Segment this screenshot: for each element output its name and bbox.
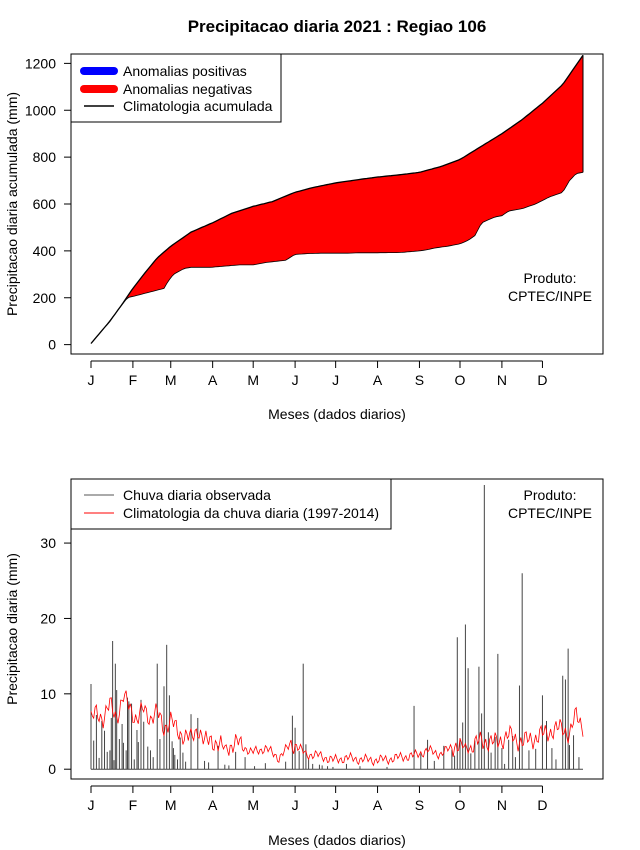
y-tick-label: 600 [33,196,57,212]
y-tick-label: 30 [40,535,56,551]
y-tick-label: 0 [48,761,56,777]
x-tick-label: N [497,797,507,813]
x-tick-label: A [373,372,383,388]
x-tick-label: M [165,372,177,388]
x-tick-label: S [415,797,424,813]
x-tick-label: O [455,797,466,813]
x-tick-label: J [88,797,95,813]
y-tick-label: 0 [48,337,56,353]
x-tick-label: N [497,372,507,388]
y-axis-daily: 0 10 20 30 [40,535,72,777]
product-note-line2-daily: CPTEC/INPE [508,505,592,521]
y-axis-cumulative: 0 200 400 600 800 1000 1200 [25,55,72,353]
daily-bars-group [90,485,583,770]
product-note-line2-cumulative: CPTEC/INPE [508,288,592,304]
daily-panel: 0 10 20 30 J F M A M J J A S O N D Meses (dados diario… [4,478,604,848]
x-tick-label: F [129,372,138,388]
product-note-line1-daily: Produto: [524,487,577,503]
x-tick-label: D [537,372,547,388]
x-tick-label: D [537,797,547,813]
y-tick-label: 20 [40,610,56,626]
x-tick-label: M [247,372,259,388]
x-tick-label: A [373,797,383,813]
x-tick-label: J [292,797,299,813]
climatology-cumulative-line [90,54,584,344]
x-tick-label: F [129,797,138,813]
x-tick-label: J [332,372,339,388]
x-axis-label-cumulative: Meses (dados diarios) [268,406,406,422]
y-tick-label: 1200 [25,55,56,71]
y-axis-label-cumulative: Precipitacao diaria acumulada (mm) [4,92,20,316]
y-tick-label: 10 [40,686,56,702]
daily-climatology-line [90,690,584,767]
product-note-line1-cumulative: Produto: [524,270,577,286]
x-tick-label: S [415,372,424,388]
legend-label-climatology: Climatologia acumulada [123,98,273,114]
x-tick-label: A [208,797,218,813]
legend-cumulative: Anomalias positivas Anomalias negativas … [70,53,282,123]
chart-title: Precipitacao diaria 2021 : Regiao 106 [188,17,487,36]
x-tick-label: M [165,797,177,813]
anomaly-fill-group [91,55,583,344]
x-tick-label: A [208,372,218,388]
x-tick-label: M [247,797,259,813]
legend-label-daily-climatology: Climatologia da chuva diaria (1997-2014) [123,505,379,521]
y-tick-label: 800 [33,149,57,165]
legend-label-negative: Anomalias negativas [123,81,252,97]
negative-anomaly-area [91,55,583,344]
y-tick-label: 200 [33,290,57,306]
y-tick-label: 1000 [25,102,56,118]
x-tick-label: J [88,372,95,388]
legend-label-positive: Anomalias positivas [123,63,247,79]
x-tick-label: O [455,372,466,388]
y-axis-label-daily: Precipitacao diaria (mm) [4,553,20,705]
legend-box-daily [70,478,392,530]
y-tick-label: 400 [33,243,57,259]
cumulative-lines-group [90,54,584,344]
observed-cumulative-line [90,172,584,344]
legend-label-observed: Chuva diaria observada [123,487,271,503]
legend-daily: Chuva diaria observada Climatologia da c… [70,478,392,530]
cumulative-panel: 0 200 400 600 800 1000 1200 J F M A M J J A S O N D Meses… [4,53,604,422]
x-tick-label: J [332,797,339,813]
daily-climatology-group [90,690,584,767]
x-tick-label: J [292,372,299,388]
x-axis-label-daily: Meses (dados diarios) [268,832,406,848]
